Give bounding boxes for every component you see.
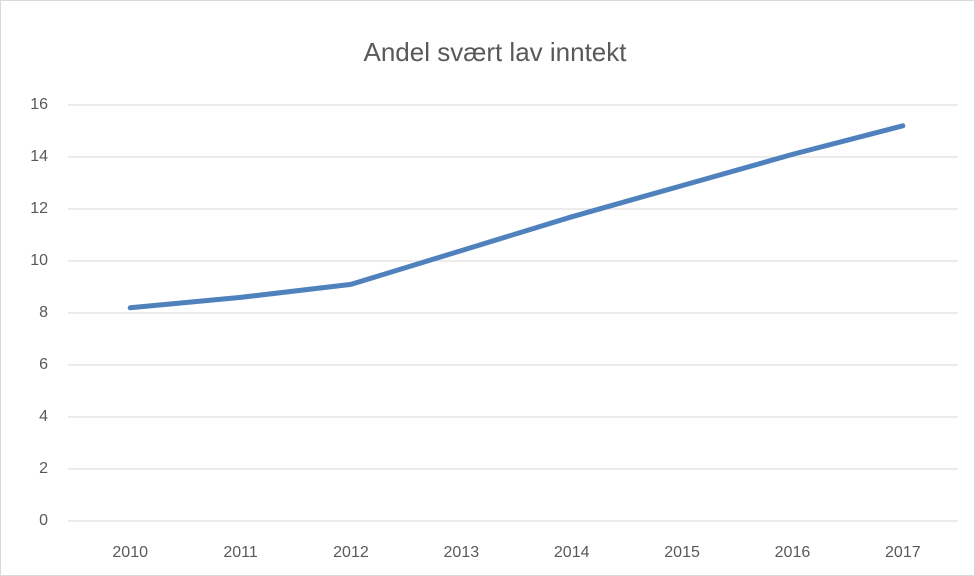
y-tick-label: 14 bbox=[30, 148, 48, 165]
y-tick-label: 2 bbox=[39, 460, 48, 477]
x-tick-label: 2014 bbox=[554, 544, 590, 561]
y-tick-label: 4 bbox=[39, 408, 48, 425]
x-tick-label: 2017 bbox=[885, 544, 921, 561]
x-tick-label: 2013 bbox=[444, 544, 480, 561]
x-tick-label: 2012 bbox=[333, 544, 369, 561]
y-tick-label: 6 bbox=[39, 356, 48, 373]
x-tick-label: 2015 bbox=[664, 544, 700, 561]
y-tick-label: 10 bbox=[30, 252, 48, 269]
x-tick-label: 2010 bbox=[112, 544, 148, 561]
y-tick-label: 8 bbox=[39, 304, 48, 321]
x-tick-label: 2011 bbox=[223, 544, 258, 561]
data-line bbox=[127, 123, 906, 311]
y-tick-label: 0 bbox=[39, 512, 48, 529]
x-tick-label: 2016 bbox=[775, 544, 811, 561]
chart-title: Andel svært lav inntekt bbox=[363, 37, 627, 67]
y-tick-label: 16 bbox=[30, 96, 48, 113]
y-tick-label: 12 bbox=[30, 200, 48, 217]
